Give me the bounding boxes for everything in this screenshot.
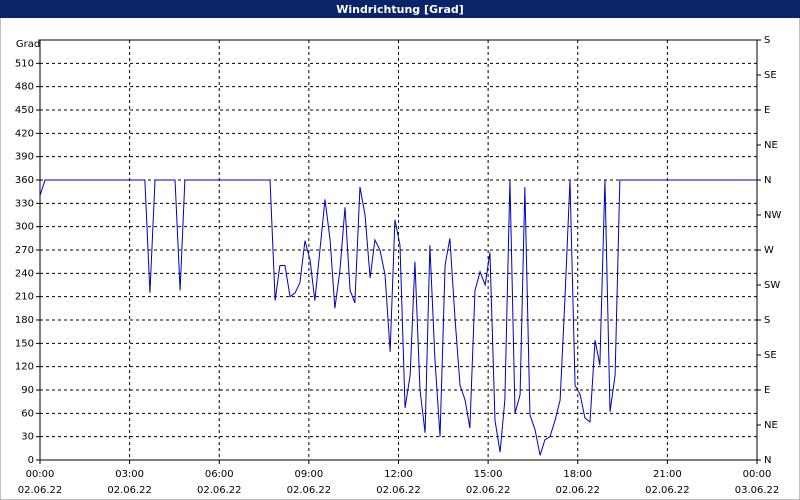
- title-bar: [0, 0, 800, 18]
- y2-tick-label: NE: [764, 420, 778, 431]
- x-tick-date: 02.06.22: [466, 485, 511, 496]
- y2-tick-label: SE: [764, 350, 777, 361]
- y-tick-label: 270: [15, 245, 34, 256]
- y-tick-label: 390: [15, 152, 34, 163]
- x-tick-date: 02.06.22: [197, 485, 242, 496]
- y2-tick-label: N: [764, 455, 771, 466]
- y2-tick-label: E: [764, 105, 770, 116]
- x-tick-date: 02.06.22: [645, 485, 690, 496]
- y2-tick-label: S: [764, 35, 770, 46]
- y2-tick-label: NW: [764, 210, 781, 221]
- y-tick-label: 480: [15, 82, 34, 93]
- y-tick-label: 360: [15, 175, 34, 186]
- y-tick-label: 30: [21, 432, 34, 443]
- y-tick-label: 450: [15, 105, 34, 116]
- y-tick-label: 240: [15, 268, 34, 279]
- y-tick-label: 150: [15, 338, 34, 349]
- x-tick-label: 21:00: [653, 469, 682, 480]
- y-tick-label: 300: [15, 222, 34, 233]
- y-tick-label: 180: [15, 315, 34, 326]
- plot-border: [39, 39, 758, 461]
- x-tick-label: 12:00: [384, 469, 413, 480]
- x-tick-date: 02.06.22: [287, 485, 332, 496]
- y2-tick-label: E: [764, 385, 770, 396]
- x-tick-date: 02.06.22: [107, 485, 152, 496]
- x-tick-label: 06:00: [205, 469, 234, 480]
- x-tick-date: 02.06.22: [18, 485, 63, 496]
- x-tick-label: 09:00: [294, 469, 323, 480]
- chart-title: Windrichtung [Grad]: [336, 3, 464, 16]
- y2-tick-label: SW: [764, 280, 780, 291]
- x-tick-label: 03:00: [115, 469, 144, 480]
- y2-tick-label: SE: [764, 70, 777, 81]
- x-tick-label: 00:00: [26, 469, 55, 480]
- y-tick-label: 60: [21, 408, 34, 419]
- x-tick-date: 02.06.22: [376, 485, 421, 496]
- y-tick-label: 510: [15, 58, 34, 69]
- y2-tick-label: N: [764, 175, 771, 186]
- x-tick-date: 03.06.22: [735, 485, 780, 496]
- y2-tick-label: S: [764, 315, 770, 326]
- y-tick-label: 120: [15, 362, 34, 373]
- x-tick-label: 00:00: [743, 469, 772, 480]
- y-tick-label: 210: [15, 292, 34, 303]
- y2-tick-label: NE: [764, 140, 778, 151]
- x-tick-label: 18:00: [563, 469, 592, 480]
- y-tick-label: 330: [15, 198, 34, 209]
- x-tick-label: 15:00: [474, 469, 503, 480]
- y-tick-label: 0: [28, 455, 34, 466]
- y-axis-label: Grad: [16, 39, 40, 50]
- y2-tick-label: W: [764, 245, 774, 256]
- data-line: [39, 179, 757, 456]
- y-tick-label: 90: [21, 385, 34, 396]
- y-tick-label: 420: [15, 128, 34, 139]
- x-tick-date: 02.06.22: [555, 485, 600, 496]
